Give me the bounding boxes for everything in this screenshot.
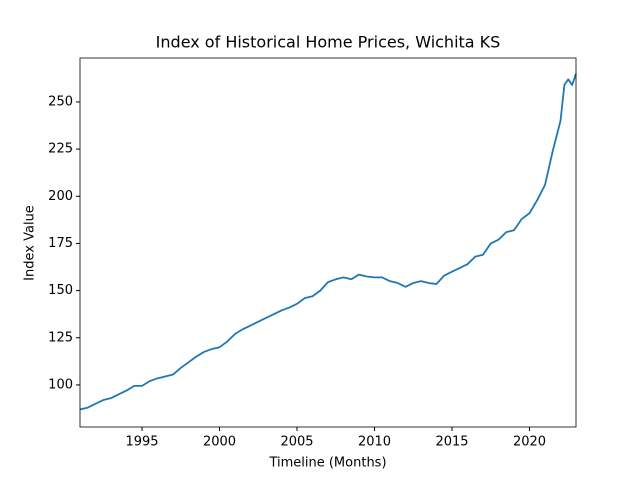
- y-tick-label: 125: [48, 330, 73, 345]
- axes-frame: [79, 57, 577, 428]
- y-tick-label: 100: [48, 377, 73, 392]
- y-axis-label: Index Value: [23, 205, 38, 281]
- x-tick-label: 2010: [358, 435, 391, 450]
- y-tick-label: 225: [48, 142, 73, 157]
- y-tick-label: 175: [48, 236, 73, 251]
- x-tick-label: 2000: [203, 435, 236, 450]
- x-tick-label: 2005: [280, 435, 313, 450]
- x-tick-label: 1995: [125, 435, 158, 450]
- chart-title: Index of Historical Home Prices, Wichita…: [156, 33, 501, 52]
- line: [79, 73, 577, 411]
- y-tick-label: 200: [48, 189, 73, 204]
- y-tick-label: 250: [48, 94, 73, 109]
- x-tick-label: 2015: [435, 435, 468, 450]
- x-axis-label: Timeline (Months): [268, 456, 386, 471]
- y-tick-label: 150: [48, 283, 73, 298]
- x-tick-label: 2020: [513, 435, 546, 450]
